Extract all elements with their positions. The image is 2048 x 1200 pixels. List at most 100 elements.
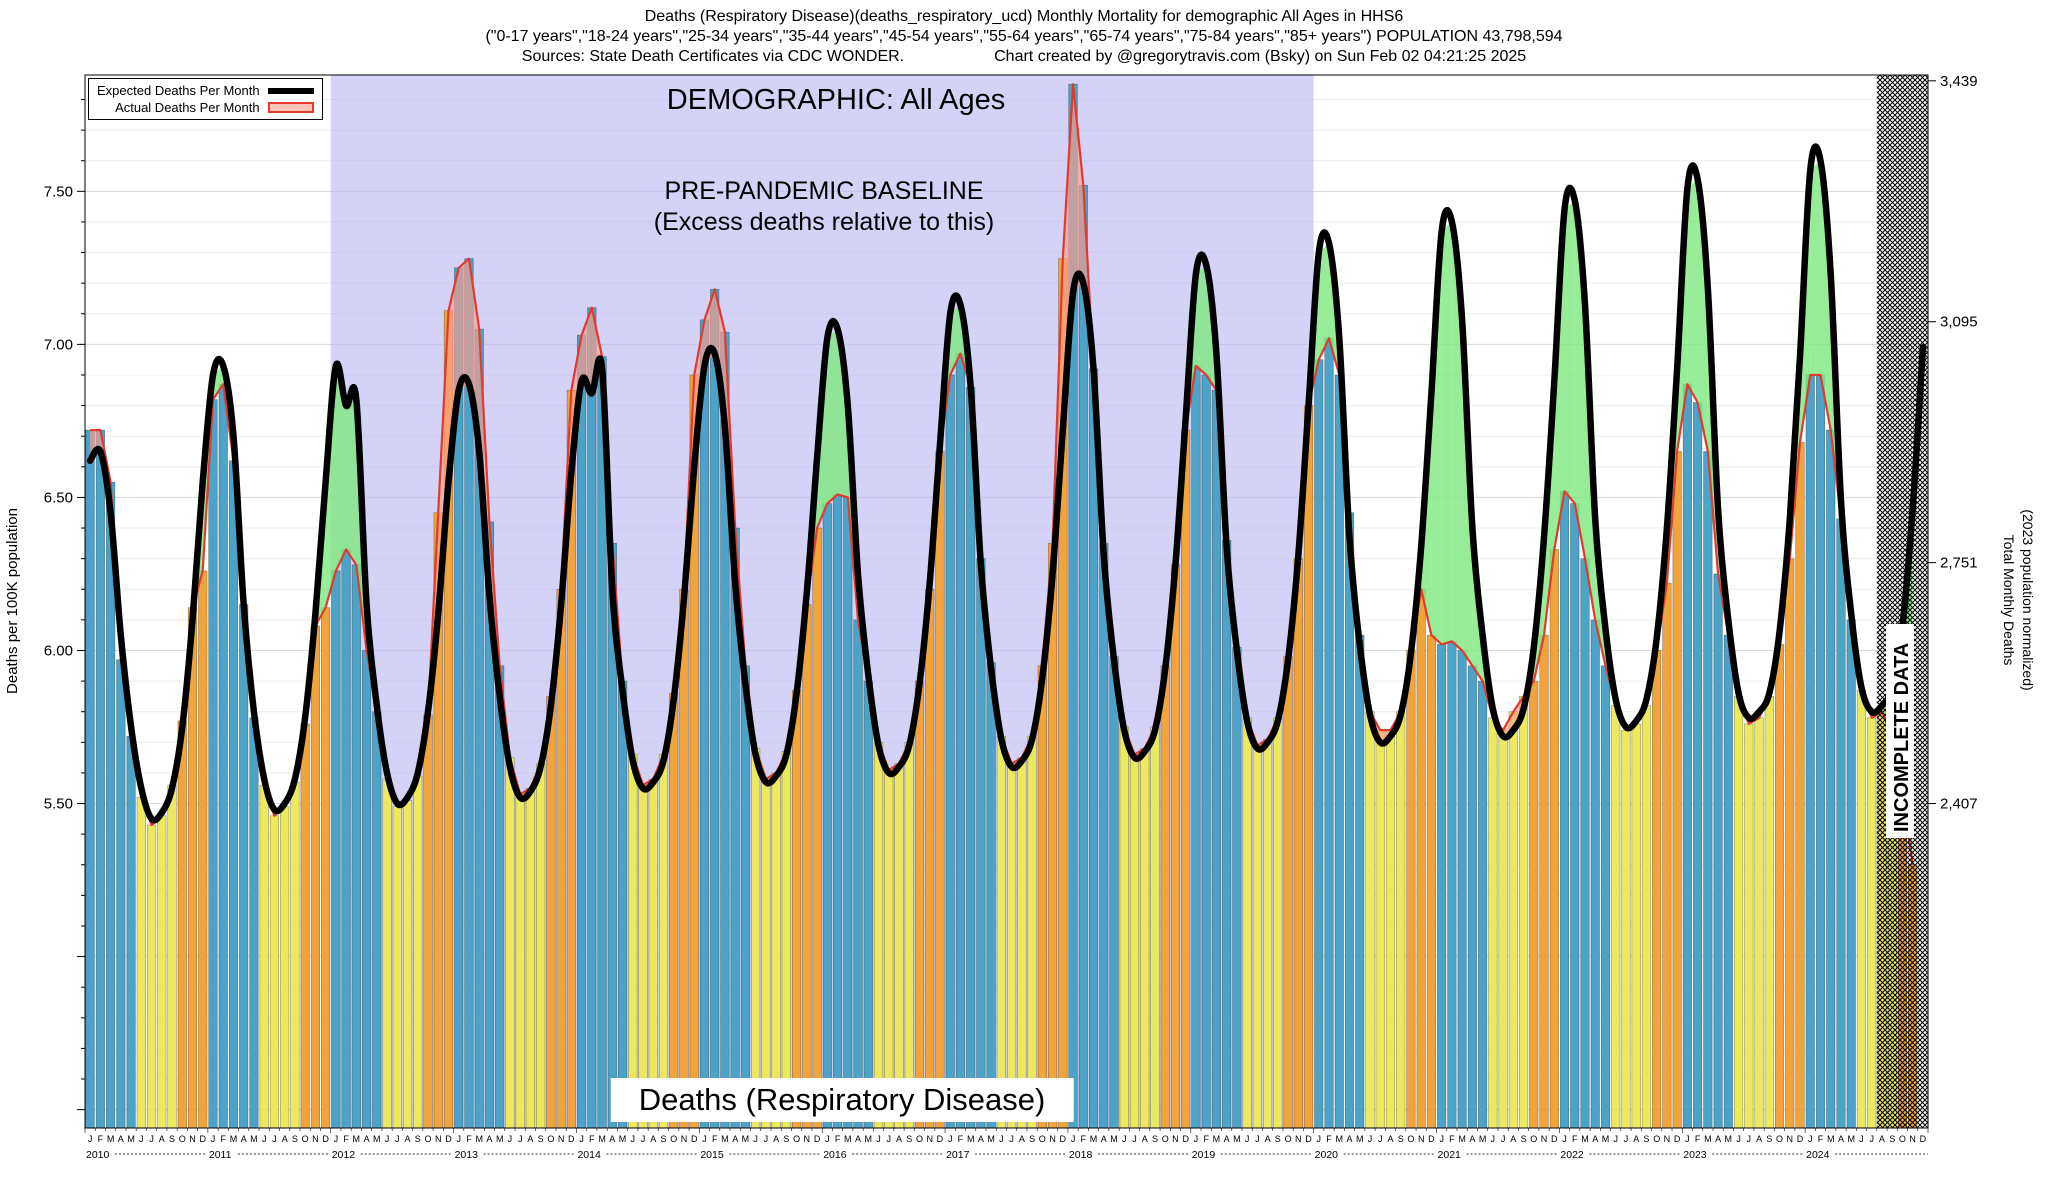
month-letter: A: [978, 1134, 984, 1144]
bar: [1129, 754, 1140, 1129]
month-letter: A: [1142, 1134, 1148, 1144]
month-letter: A: [650, 1134, 656, 1144]
month-letter: J: [1122, 1134, 1127, 1144]
month-letter: A: [1224, 1134, 1230, 1144]
left-axis-label: Deaths per 100K population: [4, 508, 21, 694]
bar: [392, 806, 402, 1129]
bar: [853, 619, 863, 1129]
bar: [85, 429, 95, 1129]
deficit-fill: [1441, 221, 1452, 645]
excess-fill: [458, 258, 469, 391]
right-tick-label: 2,407: [1940, 796, 1978, 813]
month-letter: F: [835, 1134, 841, 1144]
month-letter: M: [742, 1134, 750, 1144]
left-tick-label: 5.50: [44, 796, 73, 813]
bar: [1498, 729, 1508, 1129]
year-label: 2015: [700, 1149, 724, 1161]
bar: [536, 763, 546, 1129]
bar: [1518, 696, 1529, 1129]
deficit-fill: [827, 329, 838, 504]
year-label: 2024: [1806, 1149, 1830, 1161]
year-label: 2022: [1560, 1149, 1584, 1161]
month-letter: O: [1407, 1134, 1414, 1144]
bar: [1570, 503, 1580, 1129]
month-letter: A: [1019, 1134, 1025, 1144]
month-letter: J: [385, 1134, 390, 1144]
month-letter: O: [302, 1134, 309, 1144]
bar: [1232, 647, 1242, 1129]
month-letter: N: [1295, 1134, 1302, 1144]
month-letter: J: [518, 1134, 523, 1144]
bar: [1222, 539, 1232, 1129]
left-tick-label: 7.50: [44, 183, 73, 200]
month-letter: A: [364, 1134, 370, 1144]
bar: [1150, 726, 1160, 1129]
bar: [740, 665, 751, 1129]
bar: [1334, 374, 1344, 1129]
bar: [1815, 374, 1826, 1129]
bar: [505, 757, 515, 1129]
bar: [1508, 711, 1518, 1129]
right-tick-label: 2,751: [1940, 555, 1978, 572]
month-letter: N: [1787, 1134, 1794, 1144]
deficit-fill: [1318, 243, 1329, 360]
bar: [167, 784, 177, 1129]
month-letter: J: [139, 1134, 144, 1144]
month-letter: M: [250, 1134, 258, 1144]
month-letter: F: [220, 1134, 226, 1144]
bar: [1314, 359, 1324, 1129]
month-letter: M: [1213, 1134, 1221, 1144]
bar: [761, 778, 771, 1129]
bar: [699, 319, 710, 1129]
month-letter: J: [948, 1134, 953, 1144]
left-tick-label: 7.00: [44, 336, 73, 353]
bar: [1365, 711, 1375, 1129]
month-letter: M: [865, 1134, 873, 1144]
bar: [1375, 729, 1385, 1129]
month-letter: M: [619, 1134, 627, 1144]
bar: [1078, 184, 1088, 1129]
bar: [863, 680, 873, 1129]
legend-row-actual: Actual Deaths Per Month: [97, 99, 314, 116]
bar: [843, 497, 853, 1129]
bar: [771, 772, 781, 1129]
bar: [1754, 717, 1764, 1129]
bar: [710, 288, 720, 1129]
month-letter: N: [1909, 1134, 1916, 1144]
bar: [1119, 726, 1129, 1129]
bar: [546, 696, 556, 1129]
month-letter: M: [1336, 1134, 1344, 1144]
bar: [382, 778, 392, 1129]
month-letter: N: [189, 1134, 196, 1144]
bar: [321, 607, 331, 1129]
bar: [413, 775, 423, 1129]
bar: [372, 711, 382, 1129]
month-letter: D: [1182, 1134, 1189, 1144]
bar: [1324, 337, 1334, 1129]
bar: [1109, 656, 1119, 1129]
month-letter: O: [547, 1134, 554, 1144]
bar: [1262, 738, 1273, 1129]
month-letter: N: [1418, 1134, 1425, 1144]
bar: [1273, 717, 1283, 1129]
month-letter: A: [609, 1134, 615, 1144]
bar: [914, 680, 925, 1129]
deficit-fill: [1820, 160, 1831, 431]
month-letter: J: [456, 1134, 461, 1144]
bar: [331, 570, 341, 1129]
month-letter: J: [1869, 1134, 1874, 1144]
month-letter: J: [1501, 1134, 1506, 1144]
month-letter: N: [681, 1134, 688, 1144]
month-letter: S: [660, 1134, 666, 1144]
month-letter: J: [149, 1134, 154, 1144]
month-letter: D: [1060, 1134, 1067, 1144]
month-letter: A: [1633, 1134, 1639, 1144]
baseline-annotation-line1: PRE-PANDEMIC BASELINE: [664, 177, 984, 205]
month-letter: A: [773, 1134, 779, 1144]
month-letter: J: [395, 1134, 400, 1144]
month-letter: S: [783, 1134, 789, 1144]
month-letter: O: [916, 1134, 923, 1144]
month-letter: A: [1879, 1134, 1885, 1144]
month-letter: S: [1275, 1134, 1281, 1144]
month-letter: S: [1152, 1134, 1158, 1144]
